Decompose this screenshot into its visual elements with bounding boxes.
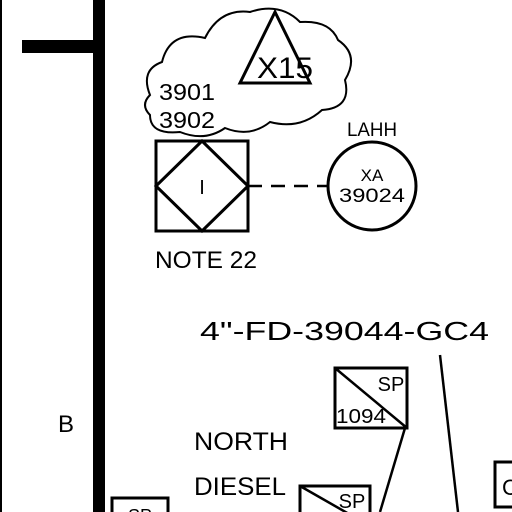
specialty-item-number: 1094: [336, 406, 386, 428]
alarm-tag-number: 39024: [339, 186, 406, 207]
main-process-line: [93, 0, 105, 512]
line-number-leader: [438, 354, 460, 512]
note-reference: NOTE 22: [155, 247, 257, 274]
alarm-tag-prefix: XA: [361, 166, 384, 185]
area-label-line-2: DIESEL: [194, 473, 286, 501]
cloud-reference-2: 3902: [159, 107, 215, 133]
revision-triangle: [237, 8, 313, 85]
partial-box-bottom-left-label: SP: [128, 506, 152, 512]
cloud-reference-1: 3901: [159, 79, 215, 105]
partial-box-bottom-left: [110, 496, 170, 512]
line-number-label: 4"-FD-39044-GC4: [200, 316, 489, 346]
zone-marker: B: [58, 411, 74, 438]
interlock-diamond: [153, 138, 251, 234]
specialty-item-box-2: [298, 484, 372, 512]
specialty-item-code: SP: [378, 374, 405, 396]
interlock-label: I: [199, 177, 205, 199]
specialty-item-2-code: SP: [339, 491, 366, 512]
revision-cloud: [144, 7, 353, 138]
specialty-item-leader: [378, 427, 407, 512]
specialty-item-diagonal: [334, 367, 408, 429]
specialty-item-box: [333, 366, 409, 430]
area-label-line-1: NORTH: [194, 428, 288, 456]
revision-label: X15: [257, 52, 313, 85]
partial-box-right-edge-label: C: [502, 475, 512, 500]
alarm-instrument-bubble: [326, 140, 418, 232]
branch-process-line: [22, 40, 96, 53]
alarm-function-label: LAHH: [347, 120, 397, 141]
partial-box-right-edge: [493, 460, 512, 509]
specialty-item-2-diagonal: [299, 484, 349, 512]
